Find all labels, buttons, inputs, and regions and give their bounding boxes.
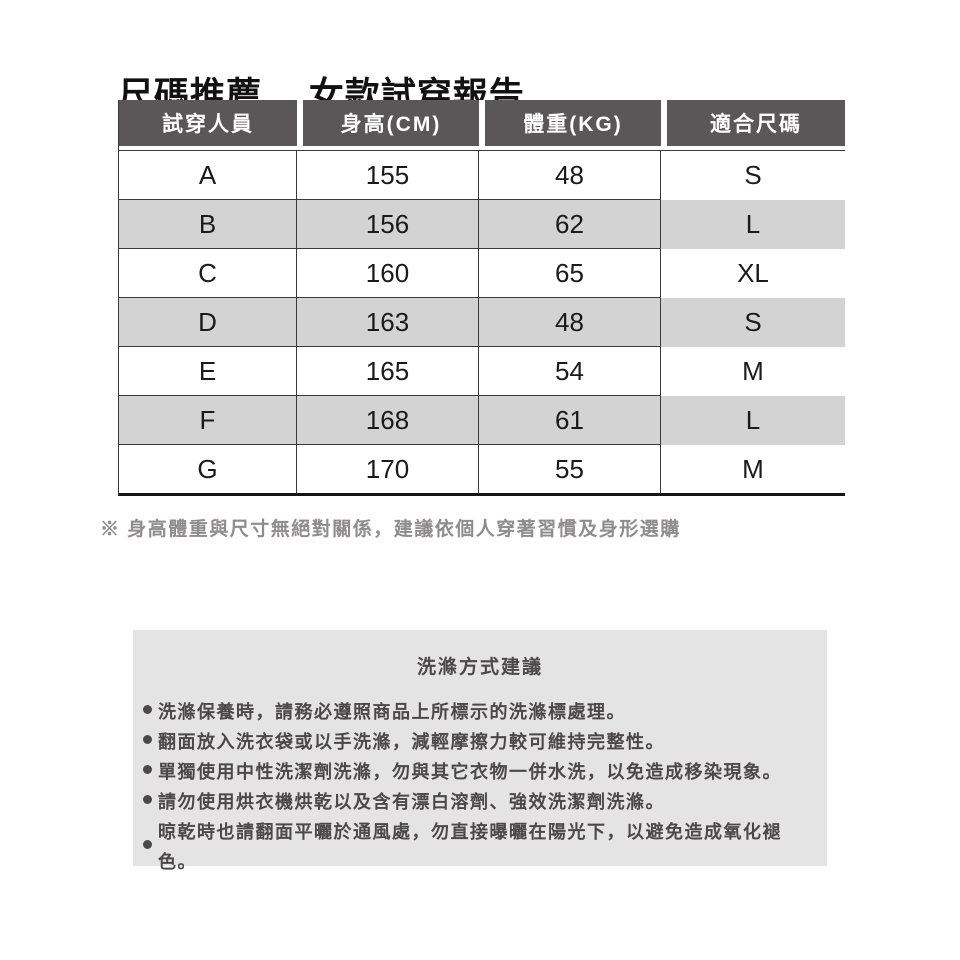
height-cell: 168: [297, 396, 479, 445]
table-header-row: 試穿人員 身高(CM) 體重(KG) 適合尺碼: [119, 100, 845, 150]
care-instruction-text: 單獨使用中性洗潔劑洗滌，勿與其它衣物一併水洗，以免造成移染現象。: [158, 762, 782, 782]
size-cell: M: [661, 445, 845, 493]
table-row: D 163 48 S: [119, 298, 845, 347]
size-cell: S: [661, 150, 845, 200]
care-instruction-text: 晾乾時也請翻面平曬於通風處，勿直接曝曬在陽光下，以避免造成氧化褪色。: [158, 822, 782, 872]
list-item: 翻面放入洗衣袋或以手洗滌，減輕摩擦力較可維持完整性。: [143, 727, 817, 757]
height-cell: 163: [297, 298, 479, 347]
weight-cell: 62: [479, 200, 661, 249]
height-cell: 165: [297, 347, 479, 396]
weight-cell: 54: [479, 347, 661, 396]
list-item: 洗滌保養時，請務必遵照商品上所標示的洗滌標處理。: [143, 697, 817, 727]
table-row: B 156 62 L: [119, 200, 845, 249]
column-header-height: 身高(CM): [297, 100, 479, 150]
person-cell: C: [119, 249, 297, 298]
height-cell: 170: [297, 445, 479, 493]
weight-cell: 55: [479, 445, 661, 493]
height-cell: 156: [297, 200, 479, 249]
bullet-icon: [143, 734, 152, 744]
size-cell: L: [661, 396, 845, 445]
size-cell: L: [661, 200, 845, 249]
sizing-disclaimer-note: ※ 身高體重與尺寸無絕對關係，建議依個人穿著習慣及身形選購: [100, 519, 681, 540]
bullet-icon: [143, 794, 152, 804]
washing-instructions-title: 洗滌方式建議: [416, 657, 543, 678]
bullet-icon: [143, 764, 152, 774]
height-cell: 155: [297, 150, 479, 200]
table-row: A 155 48 S: [119, 150, 845, 200]
size-cell: M: [661, 347, 845, 396]
table-row: G 170 55 M: [119, 445, 845, 493]
column-header-size: 適合尺碼: [661, 100, 845, 150]
table-row: E 165 54 M: [119, 347, 845, 396]
list-item: 晾乾時也請翻面平曬於通風處，勿直接曝曬在陽光下，以避免造成氧化褪色。: [143, 817, 817, 877]
person-cell: B: [119, 200, 297, 249]
weight-cell: 48: [479, 298, 661, 347]
table-row: C 160 65 XL: [119, 249, 845, 298]
bullet-icon: [143, 704, 152, 714]
care-instruction-text: 翻面放入洗衣袋或以手洗滌，減輕摩擦力較可維持完整性。: [158, 732, 665, 752]
person-cell: F: [119, 396, 297, 445]
washing-instructions-box: 洗滌方式建議 洗滌保養時，請務必遵照商品上所標示的洗滌標處理。 翻面放入洗衣袋或…: [133, 630, 827, 872]
washing-instructions-list: 洗滌保養時，請務必遵照商品上所標示的洗滌標處理。 翻面放入洗衣袋或以手洗滌，減輕…: [143, 697, 817, 877]
care-instruction-text: 請勿使用烘衣機烘乾以及含有漂白溶劑、強效洗潔劑洗滌。: [158, 792, 665, 812]
table-row: F 168 61 L: [119, 396, 845, 445]
list-item: 請勿使用烘衣機烘乾以及含有漂白溶劑、強效洗潔劑洗滌。: [143, 787, 817, 817]
bullet-icon: [143, 839, 152, 849]
person-cell: A: [119, 150, 297, 200]
height-cell: 160: [297, 249, 479, 298]
person-cell: G: [119, 445, 297, 493]
weight-cell: 48: [479, 150, 661, 200]
person-cell: D: [119, 298, 297, 347]
weight-cell: 65: [479, 249, 661, 298]
care-instruction-text: 洗滌保養時，請務必遵照商品上所標示的洗滌標處理。: [158, 702, 626, 722]
person-cell: E: [119, 347, 297, 396]
size-cell: XL: [661, 249, 845, 298]
fitting-report-table: 試穿人員 身高(CM) 體重(KG) 適合尺碼 A 155 48 S B 156…: [118, 100, 845, 496]
size-cell: S: [661, 298, 845, 347]
column-header-weight: 體重(KG): [479, 100, 661, 150]
column-header-person: 試穿人員: [119, 100, 297, 150]
list-item: 單獨使用中性洗潔劑洗滌，勿與其它衣物一併水洗，以免造成移染現象。: [143, 757, 817, 787]
weight-cell: 61: [479, 396, 661, 445]
